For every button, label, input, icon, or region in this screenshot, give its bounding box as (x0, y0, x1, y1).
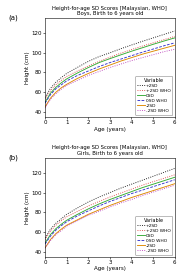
Legend: +2SD, +2SD WHO, 0SD, 0SD WHO, -2SD, -2SD WHO: +2SD, +2SD WHO, 0SD, 0SD WHO, -2SD, -2SD… (135, 216, 173, 255)
Legend: +2SD, +2SD WHO, 0SD, 0SD WHO, -2SD, -2SD WHO: +2SD, +2SD WHO, 0SD, 0SD WHO, -2SD, -2SD… (135, 76, 173, 115)
Y-axis label: Height (cm): Height (cm) (25, 191, 30, 224)
X-axis label: Age (years): Age (years) (94, 266, 126, 271)
Text: (a): (a) (9, 14, 19, 21)
Y-axis label: Height (cm): Height (cm) (25, 51, 30, 84)
Text: (b): (b) (9, 154, 19, 161)
Title: Height-for-age SD Scores [Malaysian, WHO]
Girls, Birth to 6 years old: Height-for-age SD Scores [Malaysian, WHO… (52, 145, 167, 156)
X-axis label: Age (years): Age (years) (94, 127, 126, 132)
Title: Height-for-age SD Scores [Malaysian, WHO]
Boys, Birth to 6 years old: Height-for-age SD Scores [Malaysian, WHO… (52, 6, 167, 16)
